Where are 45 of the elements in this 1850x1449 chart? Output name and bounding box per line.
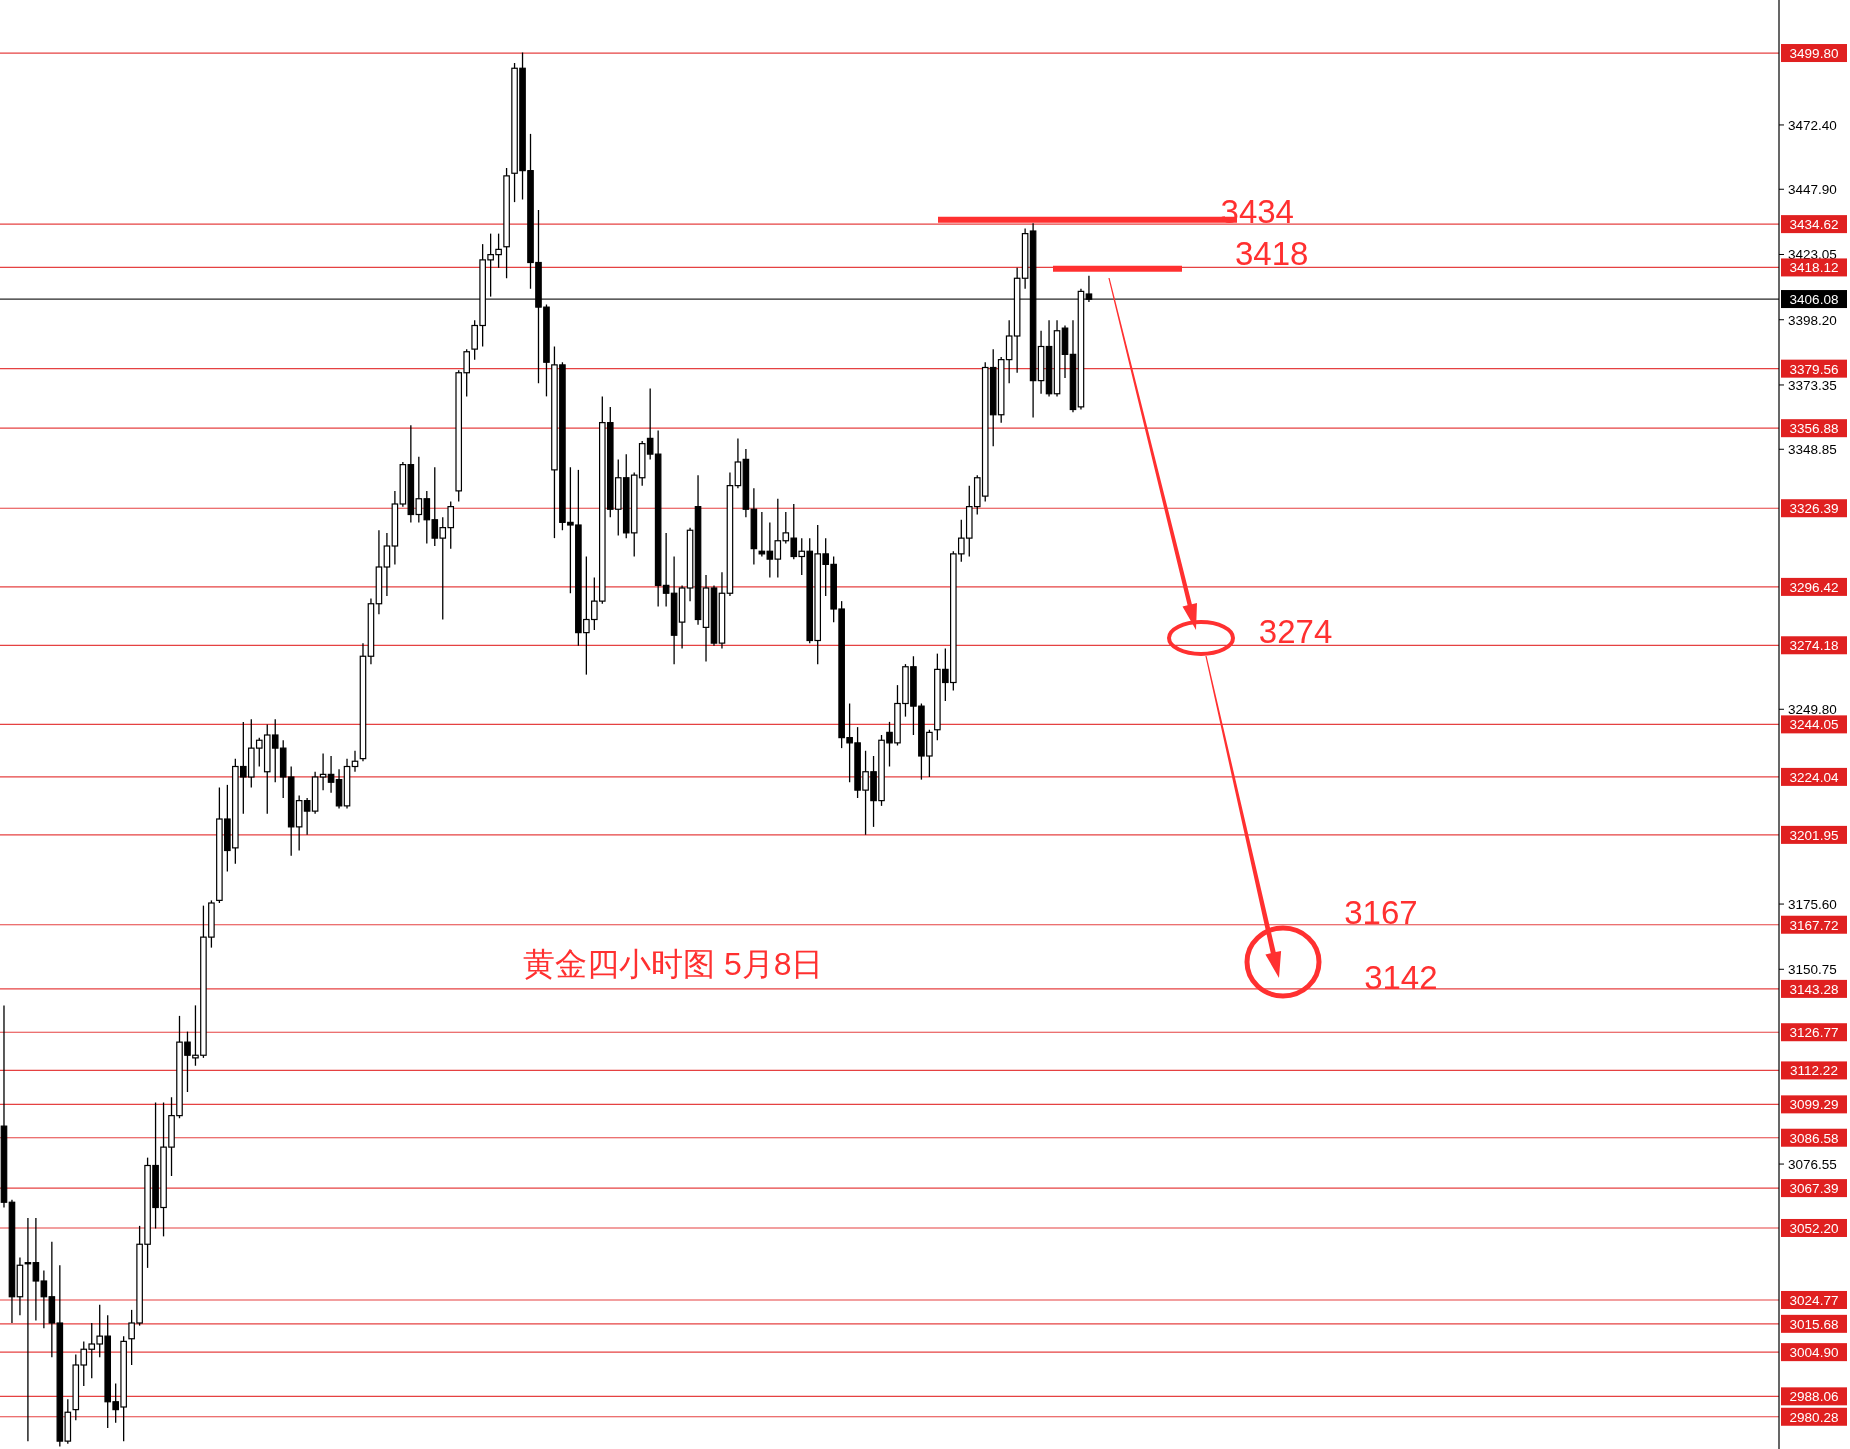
ref-line-label: 3406.08 <box>1789 292 1839 308</box>
ref-line-label: 3052.20 <box>1789 1220 1839 1236</box>
annotation: 黄金四小时图 5月8日 <box>523 946 824 982</box>
y-tick-label: 3076.55 <box>1788 1157 1837 1173</box>
y-tick-label: 3472.40 <box>1788 117 1837 133</box>
ref-line-label: 3434.62 <box>1789 217 1839 233</box>
ref-line-label: 3296.42 <box>1789 579 1839 595</box>
y-tick-label: 3373.35 <box>1788 377 1837 393</box>
ref-line-label: 3015.68 <box>1789 1316 1839 1332</box>
ref-line-label: 3167.72 <box>1789 917 1839 933</box>
ref-line-label: 2988.06 <box>1789 1389 1839 1405</box>
ref-line-label: 3274.18 <box>1789 638 1839 654</box>
y-tick-label: 3249.80 <box>1788 702 1837 718</box>
ref-line-label: 3418.12 <box>1789 260 1839 276</box>
y-tick-label: 3150.75 <box>1788 962 1837 978</box>
annotation: 3142 <box>1364 959 1438 997</box>
ref-line-label: 3112.22 <box>1790 1063 1838 1079</box>
y-tick-label: 3447.90 <box>1788 182 1837 198</box>
y-tick-label: 3175.60 <box>1788 897 1837 913</box>
ref-line-label: 3099.29 <box>1789 1097 1839 1113</box>
ref-line-label: 3499.80 <box>1789 46 1839 62</box>
ref-line-label: 3004.90 <box>1789 1345 1839 1361</box>
candlestick <box>734 437 742 489</box>
ref-line-label: 3086.58 <box>1789 1130 1839 1146</box>
ref-line-label: 3379.56 <box>1789 361 1839 377</box>
ref-line-label: 3356.88 <box>1789 421 1839 437</box>
candlestick <box>32 1217 40 1322</box>
ref-line-label: 3067.39 <box>1789 1181 1839 1197</box>
ref-line-label: 3326.39 <box>1789 501 1839 517</box>
y-tick-label: 3423.05 <box>1788 247 1837 263</box>
annotation: 3274 <box>1258 612 1333 650</box>
candlestick <box>383 532 391 597</box>
ref-line-label: 3244.05 <box>1789 717 1839 733</box>
ref-line-label: 3126.77 <box>1789 1025 1839 1041</box>
ref-line-label: 3143.28 <box>1789 981 1839 997</box>
ref-line-label: 3224.04 <box>1789 769 1839 785</box>
ref-line-label: 2980.28 <box>1789 1409 1839 1425</box>
candlestick <box>327 755 335 794</box>
annotation: 3167 <box>1344 893 1418 931</box>
candlestick <box>319 752 327 791</box>
ref-line-label: 3024.77 <box>1789 1292 1839 1308</box>
y-tick-label: 3348.85 <box>1788 442 1837 458</box>
y-tick-label: 3398.20 <box>1788 312 1837 328</box>
annotation: 3418 <box>1234 234 1309 272</box>
ref-line-label: 3201.95 <box>1789 827 1839 843</box>
